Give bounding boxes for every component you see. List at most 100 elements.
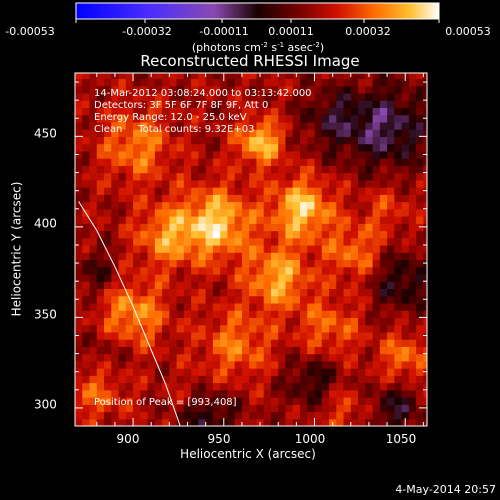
heatmap-cell [154, 187, 163, 195]
heatmap-cell [372, 78, 381, 87]
heatmap-cell [401, 404, 410, 413]
heatmap-cell [365, 295, 374, 304]
heatmap-cell [176, 129, 185, 137]
heatmap-cell [292, 346, 301, 355]
heatmap-cell [140, 150, 149, 159]
heatmap-cell [89, 360, 98, 369]
heatmap-cell [299, 201, 308, 210]
heatmap-cell [154, 411, 163, 420]
heatmap-cell [285, 404, 294, 413]
heatmap-cell [154, 259, 163, 268]
heatmap-cell [89, 411, 98, 420]
heatmap-cell [183, 353, 192, 362]
heatmap-cell [350, 172, 359, 181]
heatmap-cell [358, 288, 366, 297]
heatmap-cell [292, 397, 301, 405]
heatmap-cell [169, 324, 178, 333]
heatmap-cell [89, 107, 98, 116]
heatmap-cell [387, 201, 395, 210]
heatmap-cell [162, 353, 170, 362]
heatmap-cell [387, 216, 395, 224]
heatmap-cell [220, 92, 229, 101]
heatmap-cell [140, 172, 149, 181]
heatmap-cell [249, 114, 258, 123]
heatmap-cell [176, 389, 185, 398]
heatmap-cell [394, 346, 403, 355]
heatmap-cell [133, 100, 141, 108]
heatmap-cell [270, 143, 279, 152]
heatmap-cell [104, 353, 112, 362]
heatmap-cell [154, 266, 163, 275]
heatmap-cell [198, 187, 207, 195]
heatmap-cell [263, 259, 272, 268]
heatmap-cell [198, 78, 207, 87]
heatmap-cell [394, 273, 403, 282]
heatmap-cell [75, 324, 83, 333]
heatmap-cell [227, 259, 236, 268]
heatmap-cell [249, 368, 258, 376]
heatmap-cell [96, 382, 105, 391]
heatmap-cell [350, 288, 359, 297]
heatmap-cell [343, 288, 352, 297]
heatmap-cell [118, 244, 127, 253]
heatmap-cell [256, 85, 265, 94]
heatmap-cell [198, 165, 207, 174]
heatmap-cell [241, 230, 250, 239]
heatmap-cell [191, 230, 199, 239]
heatmap-cell [118, 368, 127, 376]
heatmap-cell [350, 252, 359, 261]
heatmap-cell [285, 360, 294, 369]
heatmap-cell [278, 73, 287, 80]
heatmap-cell [111, 382, 120, 391]
heatmap-cell [256, 78, 265, 87]
heatmap-cell [365, 194, 374, 203]
heatmap-cell [299, 302, 308, 311]
heatmap-cell [285, 346, 294, 355]
heatmap-cell [169, 216, 178, 224]
heatmap-cell [191, 339, 199, 347]
heatmap-cell [154, 310, 163, 318]
heatmap-cell [336, 201, 345, 210]
heatmap-cell [75, 230, 83, 239]
heatmap-cell [75, 273, 83, 282]
heatmap-cell [270, 404, 279, 413]
heatmap-cell [183, 302, 192, 311]
footer-date: 4-May-2014 20:57 [395, 483, 496, 496]
heatmap-cell [89, 375, 98, 384]
heatmap-cell [234, 295, 243, 304]
heatmap-cell [183, 368, 192, 376]
heatmap-cell [205, 360, 214, 369]
heatmap-cell [198, 273, 207, 282]
heatmap-cell [227, 208, 236, 217]
heatmap-cell [82, 187, 91, 195]
heatmap-cell [314, 346, 323, 355]
heatmap-cell [154, 317, 163, 326]
heatmap-cell [154, 201, 163, 210]
heatmap-cell [183, 230, 192, 239]
heatmap-cell [292, 339, 301, 347]
heatmap-cell [256, 158, 265, 166]
heatmap-cell [191, 150, 199, 159]
heatmap-cell [205, 208, 214, 217]
heatmap-cell [270, 411, 279, 420]
heatmap-cell [169, 368, 178, 376]
heatmap-cell [220, 397, 229, 405]
heatmap-cell [358, 353, 366, 362]
heatmap-cell [75, 266, 83, 275]
heatmap-cell [241, 368, 250, 376]
heatmap-cell [358, 237, 366, 246]
heatmap-cell [205, 73, 214, 80]
heatmap-cell [365, 382, 374, 391]
heatmap-cell [343, 310, 352, 318]
heatmap-cell [394, 244, 403, 253]
heatmap-cell [241, 78, 250, 87]
heatmap-cell [198, 317, 207, 326]
heatmap-cell [278, 411, 287, 420]
heatmap-cell [140, 107, 149, 116]
heatmap-cell [241, 288, 250, 297]
heatmap-cell [321, 317, 330, 326]
heatmap-cell [263, 288, 272, 297]
heatmap-cell [358, 375, 366, 384]
heatmap-cell [292, 187, 301, 195]
heatmap-cell [416, 310, 424, 318]
